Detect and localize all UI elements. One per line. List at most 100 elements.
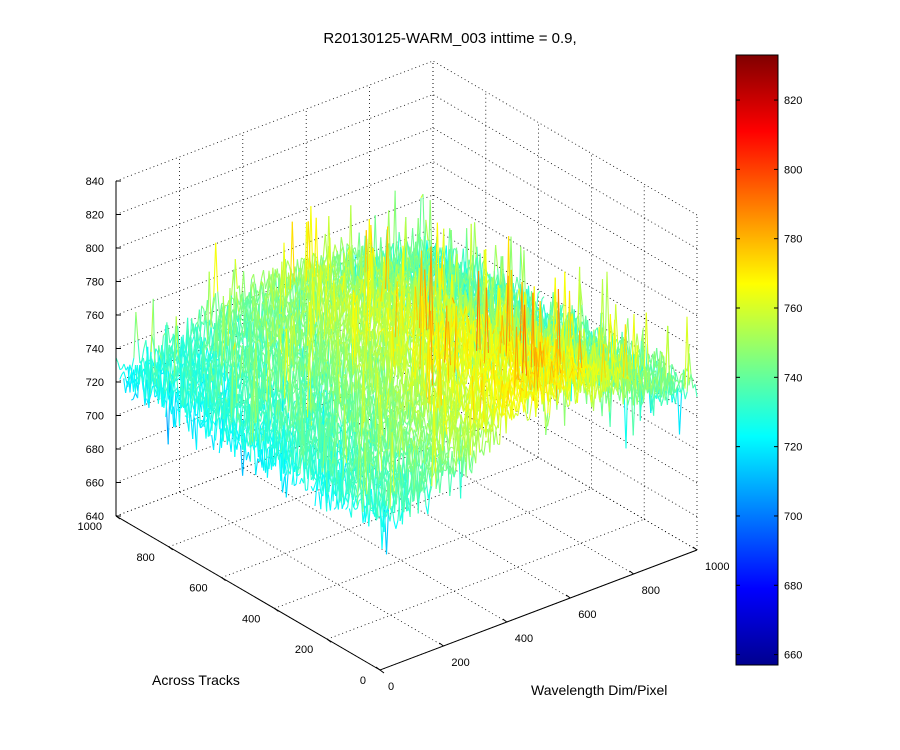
surface-segment <box>119 368 123 371</box>
surface-segment <box>234 259 238 289</box>
surface-segment <box>514 277 518 289</box>
grid-line <box>115 362 434 483</box>
surface-segment <box>231 297 234 300</box>
surface-segment <box>301 257 304 260</box>
surface-segment <box>134 379 138 388</box>
surface-segment <box>143 361 147 383</box>
surface-segment <box>254 294 258 304</box>
surface-segment <box>206 271 210 347</box>
surface-segment <box>260 280 264 285</box>
surface-segment <box>123 378 127 393</box>
surface-segment <box>453 248 456 250</box>
surface-segment <box>260 284 264 304</box>
surface-segment <box>272 267 276 298</box>
surface-segment <box>394 241 398 258</box>
surface-segment <box>250 295 254 322</box>
surface-segment <box>260 282 264 286</box>
surface-segment <box>541 296 545 300</box>
grid-line <box>115 127 434 249</box>
surface-segment <box>202 320 206 345</box>
surface-segment <box>250 284 254 308</box>
surface-segment <box>160 335 164 360</box>
grid-line <box>432 127 698 283</box>
surface-segment <box>286 260 291 267</box>
surface-segment <box>396 241 400 256</box>
surface-segment <box>256 302 260 306</box>
surface-segment <box>238 302 242 313</box>
surface-segment <box>262 270 267 289</box>
surface-segment <box>119 374 123 380</box>
surface-segment <box>262 285 266 303</box>
grid-line <box>432 94 698 249</box>
grid-line <box>432 161 698 316</box>
surface-segment <box>352 249 356 256</box>
surface-segment <box>322 233 326 258</box>
surface-segment <box>215 242 219 292</box>
surface-segment <box>294 259 298 284</box>
surface-segment <box>155 348 159 353</box>
surface-segment <box>127 364 131 388</box>
grid-line <box>432 60 698 216</box>
surface-segment <box>384 229 388 264</box>
surface-segment <box>139 360 143 364</box>
surface-segment <box>495 245 499 269</box>
surface-segment <box>161 372 164 375</box>
surface-segment <box>291 221 295 282</box>
surface-segment <box>136 374 140 380</box>
surface-segment <box>201 305 205 310</box>
surface-segment <box>142 357 146 373</box>
grid-line <box>179 491 444 647</box>
surface-segment <box>425 219 429 241</box>
surface-segment <box>270 267 274 297</box>
grid-line <box>432 395 698 551</box>
surface-segment <box>123 371 127 379</box>
surface-segment <box>211 297 215 314</box>
surface-segment <box>334 260 338 272</box>
surface-segment <box>140 361 144 383</box>
grid-line <box>168 426 486 548</box>
surface-segment <box>240 312 244 317</box>
surface-segment <box>226 305 230 328</box>
grid-line <box>221 457 539 578</box>
surface-segment <box>152 298 156 385</box>
grid-line <box>327 518 645 640</box>
surface-segment <box>136 364 140 385</box>
surface-segment <box>213 420 217 450</box>
surface-segment <box>238 285 242 314</box>
surface-segment <box>168 347 172 360</box>
surface-segment <box>375 258 380 269</box>
surface-segment <box>132 393 136 400</box>
surface-segment <box>117 362 121 370</box>
surface-segment <box>241 271 245 298</box>
surface-segment <box>131 357 135 368</box>
chart-title: R20130125-WARM_003 inttime = 0.9, <box>323 30 577 47</box>
surface-segment <box>334 256 338 265</box>
grid-line <box>274 488 592 609</box>
surface-segment <box>210 305 215 320</box>
surface-segment <box>238 441 242 446</box>
surface-segment <box>129 364 133 373</box>
surface-segment <box>208 271 212 328</box>
grid-line <box>432 362 698 517</box>
surface-segment <box>141 348 145 361</box>
surface-segment <box>537 290 541 294</box>
surface-segment <box>121 363 125 369</box>
surface-segment <box>334 244 338 253</box>
surface-segment <box>131 398 134 401</box>
surface-segment <box>274 269 278 278</box>
surface-segment <box>134 364 138 394</box>
surface-segment <box>135 312 139 340</box>
surface-segment <box>332 244 336 258</box>
surface-segment <box>123 363 127 371</box>
grid-line <box>115 228 434 349</box>
surface-segment <box>188 333 192 341</box>
surface-segment <box>132 365 137 392</box>
surface-segment <box>191 336 195 344</box>
surface-segment <box>256 295 260 303</box>
surface-segment <box>169 338 173 344</box>
surface-segment <box>398 232 402 249</box>
grid-line <box>242 467 508 623</box>
surface-segment <box>308 206 312 285</box>
